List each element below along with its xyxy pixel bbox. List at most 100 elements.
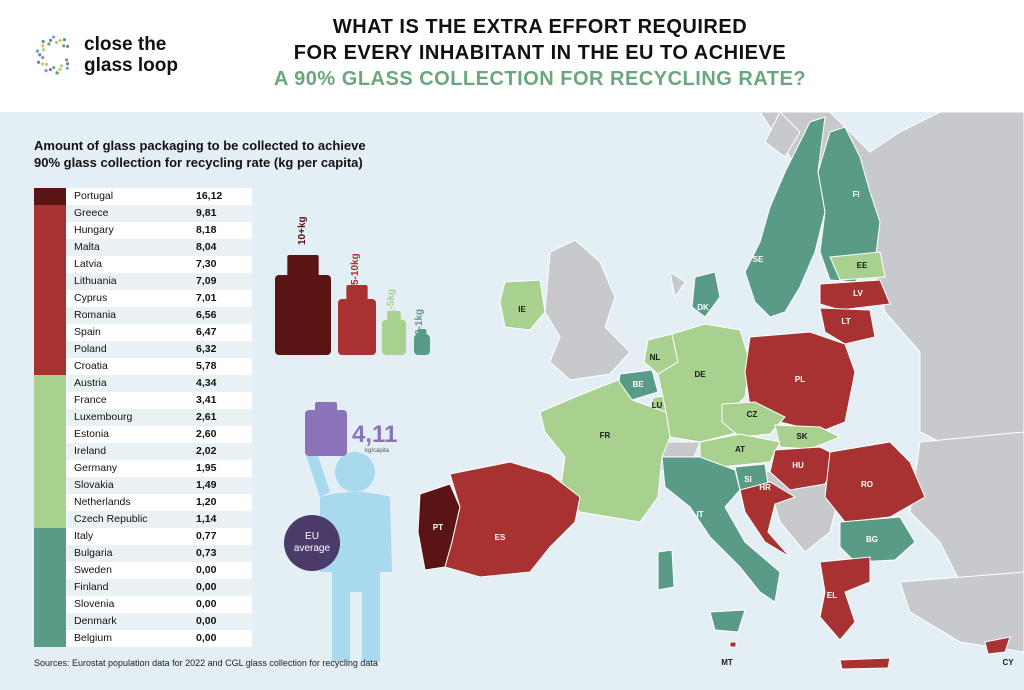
map-country-dk [691,271,721,318]
row-background [66,273,252,290]
glass-loop-logo-icon [35,35,70,75]
eu-average-unit: kg/capita [365,448,390,454]
tier-swatch [34,460,66,477]
row-background [66,188,252,205]
map-label-lt: LT [841,317,850,326]
row-background [66,392,252,409]
title-line-3: A 90% GLASS COLLECTION FOR RECYCLING RAT… [273,68,807,90]
table-row: Slovakia 1,49 [34,477,252,494]
row-background [66,358,252,375]
table-row: Italy 0,77 [34,528,252,545]
table-row: Malta 8,04 [34,239,252,256]
country-name: Bulgaria [74,547,113,559]
map-country-hu [769,446,841,491]
map-label-pl: PL [795,375,805,384]
table-row: Portugal 16,12 [34,188,252,205]
map-country-fr [539,379,671,523]
map-country-cy [984,636,1011,655]
country-name: Slovakia [74,479,114,491]
map-label-be: BE [632,380,644,389]
row-background [66,409,252,426]
table-row: Belgium 0,00 [34,630,252,647]
row-background [66,596,252,613]
map-label-se: SE [753,255,764,264]
table-row: Cyprus 7,01 [34,290,252,307]
country-value: 1,49 [196,479,217,491]
country-value: 0,77 [196,530,217,542]
map-label-at: AT [735,445,745,454]
map-label-mt: MT [721,658,733,667]
country-table: Portugal 16,12 Greece 9,81 Hungary 8,18 Malta 8… [34,188,252,647]
row-background [66,375,252,392]
row-background [66,460,252,477]
country-value: 8,04 [196,241,217,253]
country-value: 4,34 [196,377,217,389]
country-name: Poland [74,343,107,355]
tier-swatch [34,630,66,647]
tier-swatch [34,341,66,358]
tier-swatch [34,307,66,324]
eu-average-label-2: average [293,543,331,554]
weight-label-5-10kg: 5-10kg [350,253,361,285]
weight-label-10+kg: 10+kg [297,216,308,245]
map-country-it-sicily [709,609,746,633]
table-title-line-1: Amount of glass packaging to be collecte… [34,138,366,153]
table-row: Sweden 0,00 [34,562,252,579]
country-value: 0,00 [196,564,217,576]
table-row: Lithuania 7,09 [34,273,252,290]
table-row: Estonia 2,60 [34,426,252,443]
map-country-hr [739,481,797,558]
map-country-it [661,456,781,603]
map-country-es [444,461,581,578]
country-value: 7,01 [196,292,217,304]
tier-swatch [34,443,66,460]
country-value: 9,81 [196,207,217,219]
table-row: Latvia 7,30 [34,256,252,273]
map-label-ro: RO [861,480,873,489]
map-country-mt [729,641,737,648]
tier-swatch [34,188,66,205]
map-country-se [744,116,826,318]
country-value: 6,47 [196,326,217,338]
row-background [66,307,252,324]
table-title: Amount of glass packaging to be collecte… [34,137,366,171]
table-row: Denmark 0,00 [34,613,252,630]
country-name: Lithuania [74,275,117,287]
map-label-si: SI [744,475,752,484]
country-value: 0,00 [196,581,217,593]
country-value: 0,00 [196,615,217,627]
table-row: Ireland 2,02 [34,443,252,460]
brand-line-2: glass loop [84,55,178,76]
country-value: 8,18 [196,224,217,236]
tier-swatch [34,579,66,596]
country-name: Netherlands [74,496,131,508]
country-value: 2,02 [196,445,217,457]
map-label-sk: SK [796,432,807,441]
country-name: Romania [74,309,117,321]
tier-swatch [34,324,66,341]
country-name: Portugal [74,190,114,202]
row-background [66,579,252,596]
table-row: Hungary 8,18 [34,222,252,239]
row-background [66,494,252,511]
title-line-2: FOR EVERY INHABITANT IN THE EU TO ACHIEV… [293,42,787,64]
map-label-pt: PT [433,523,443,532]
eu-average-value: 4,11 [352,421,398,448]
weight-legend: 10+kg 5-10kg 1-5kg 0-1kg [275,216,430,355]
map-label-de: DE [694,370,706,379]
map-country-lv [819,279,891,311]
weight-icon [305,402,347,456]
brand-name: close the glass loop [84,34,178,76]
map-label-ie: IE [518,305,526,314]
row-background [66,341,252,358]
country-value: 1,14 [196,513,217,525]
header: close the glass loop WHAT IS THE EXTRA E… [0,0,1024,112]
row-background [66,477,252,494]
map-country-cz [721,401,786,438]
country-value: 0,73 [196,547,217,559]
table-row: Czech Republic 1,14 [34,511,252,528]
table-row: Luxembourg 2,61 [34,409,252,426]
table-row: Greece 9,81 [34,205,252,222]
map-label-es: ES [495,533,506,542]
title-line-1: WHAT IS THE EXTRA EFFORT REQUIRED [332,16,748,38]
